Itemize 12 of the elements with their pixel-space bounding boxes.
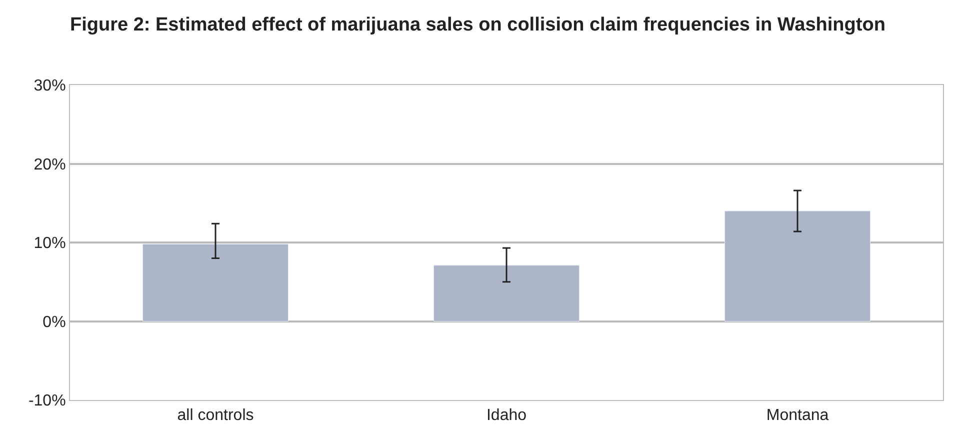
y-tick-label: -10% bbox=[28, 392, 66, 410]
x-tick-label: all controls bbox=[177, 407, 254, 424]
chart-title: Figure 2: Estimated effect of marijuana sales on collision claim frequencies in Washington bbox=[70, 14, 886, 36]
y-tick-label: 0% bbox=[42, 314, 66, 331]
bar bbox=[142, 244, 288, 322]
y-tick-label: 30% bbox=[34, 78, 66, 95]
bar bbox=[724, 210, 870, 322]
y-tick-label: 10% bbox=[34, 235, 66, 252]
x-tick-label: Idaho bbox=[486, 407, 527, 424]
bar bbox=[434, 265, 580, 322]
y-tick-label: 20% bbox=[34, 156, 66, 174]
x-tick-label: Montana bbox=[766, 407, 829, 424]
